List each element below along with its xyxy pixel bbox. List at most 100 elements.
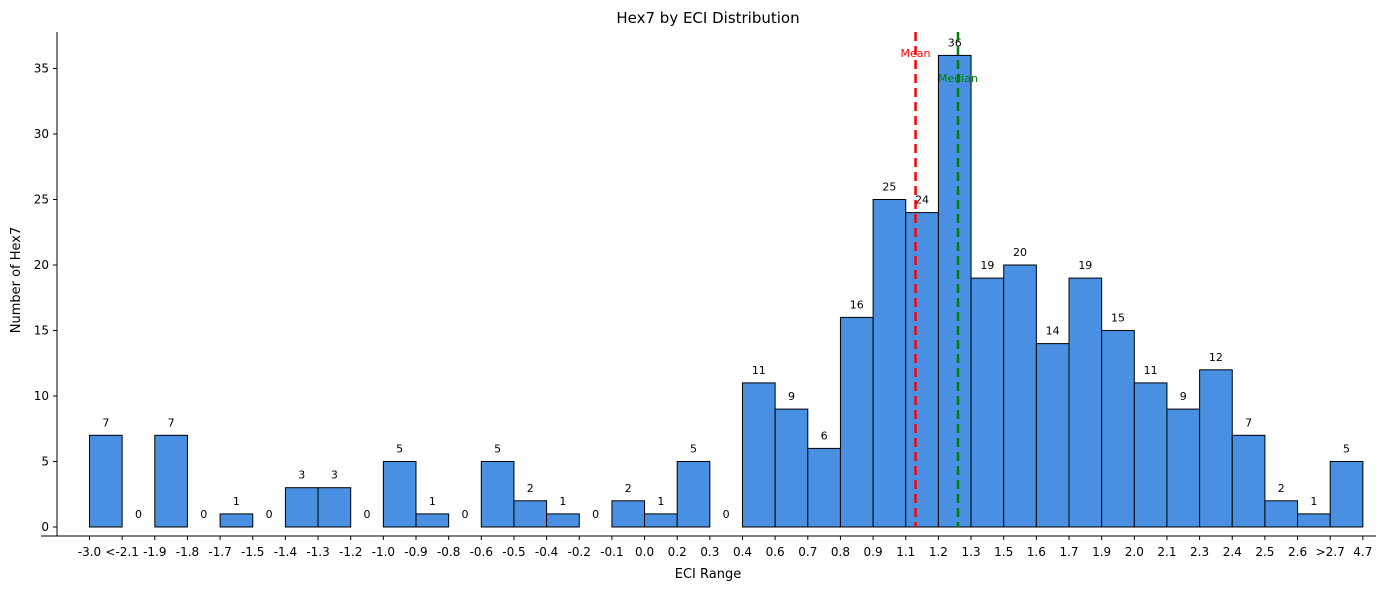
y-tick-label: 30 bbox=[34, 127, 49, 141]
bar bbox=[839, 316, 874, 528]
bar-value-label: 7 bbox=[1245, 416, 1252, 429]
x-tick-label: -1.5 bbox=[241, 545, 264, 559]
x-tick-label: -1.0 bbox=[372, 545, 395, 559]
y-tick-label: 25 bbox=[34, 193, 49, 207]
bar-value-label: 2 bbox=[625, 482, 632, 495]
bar bbox=[480, 461, 515, 528]
bar-value-label: 14 bbox=[1046, 325, 1060, 338]
bar bbox=[89, 434, 123, 528]
bar bbox=[1231, 434, 1266, 528]
bar-value-label: 1 bbox=[233, 495, 240, 508]
bar-value-label: 36 bbox=[948, 36, 962, 49]
x-tick-label: -1.8 bbox=[176, 545, 199, 559]
y-axis-label: Number of Hex7 bbox=[9, 227, 24, 334]
y-ticks-group: 0 5 10 15 20 25 30 35 bbox=[34, 62, 57, 534]
x-tick-label: <-2.1 bbox=[105, 545, 138, 559]
bar bbox=[872, 199, 907, 528]
bar-value-label: 0 bbox=[461, 508, 468, 521]
x-tick-label: -0.8 bbox=[437, 545, 460, 559]
x-tick-label: -1.2 bbox=[339, 545, 362, 559]
y-tick-label: 10 bbox=[34, 389, 49, 403]
bar-value-label: 0 bbox=[135, 508, 142, 521]
bar-value-label: 9 bbox=[788, 390, 795, 403]
reference-lines-group: Mean Median bbox=[901, 32, 978, 527]
mean-label: Mean bbox=[901, 47, 931, 60]
y-tick-label: 5 bbox=[41, 455, 49, 469]
x-tick-label: 2.1 bbox=[1157, 545, 1176, 559]
bar-value-label: 7 bbox=[102, 416, 109, 429]
bar bbox=[1101, 330, 1135, 528]
bar-value-label: 7 bbox=[168, 416, 175, 429]
x-tick-label: >2.7 bbox=[1316, 545, 1345, 559]
bar bbox=[644, 513, 678, 528]
bar-value-label: 9 bbox=[1180, 390, 1187, 403]
x-tick-label: 1.1 bbox=[896, 545, 915, 559]
x-tick-label: 0.7 bbox=[798, 545, 817, 559]
x-tick-label: 1.2 bbox=[929, 545, 948, 559]
y-tick-label: 0 bbox=[41, 520, 49, 534]
median-label: Median bbox=[938, 72, 978, 85]
x-tick-label: -1.7 bbox=[208, 545, 231, 559]
bar bbox=[1166, 408, 1201, 528]
x-tick-label: -0.5 bbox=[502, 545, 525, 559]
y-tick-label: 35 bbox=[34, 62, 49, 76]
bar bbox=[970, 277, 1005, 528]
bar bbox=[611, 500, 646, 528]
bar bbox=[774, 408, 809, 528]
x-tick-label: 2.4 bbox=[1223, 545, 1242, 559]
bar-value-label: 16 bbox=[850, 298, 864, 311]
x-tick-label: -1.3 bbox=[306, 545, 329, 559]
bar bbox=[1068, 277, 1103, 528]
bar bbox=[1035, 343, 1070, 528]
bar-value-label: 3 bbox=[331, 469, 338, 482]
x-tick-label: 0.4 bbox=[733, 545, 752, 559]
x-tick-label: -0.1 bbox=[600, 545, 623, 559]
axes-group bbox=[41, 32, 1376, 537]
x-tick-label: 0.6 bbox=[766, 545, 785, 559]
bar-value-label: 15 bbox=[1111, 312, 1125, 325]
bar-value-label: 19 bbox=[1078, 259, 1092, 272]
x-tick-label: 1.5 bbox=[994, 545, 1013, 559]
x-tick-label: 1.3 bbox=[962, 545, 981, 559]
bar-value-label: 1 bbox=[657, 495, 664, 508]
bar-value-label: 19 bbox=[980, 259, 994, 272]
bar bbox=[382, 461, 417, 528]
bar-value-label: 12 bbox=[1209, 351, 1223, 364]
bar-value-label: 0 bbox=[723, 508, 730, 521]
bar-value-label: 5 bbox=[690, 443, 697, 456]
x-tick-label: 0.0 bbox=[635, 545, 654, 559]
bar bbox=[1133, 382, 1168, 528]
x-tick-label: -0.2 bbox=[568, 545, 591, 559]
bar bbox=[154, 434, 188, 528]
bar bbox=[219, 513, 254, 528]
bars-group bbox=[89, 54, 1364, 528]
bar-value-label: 3 bbox=[298, 469, 305, 482]
x-tick-label: 1.6 bbox=[1027, 545, 1046, 559]
bar-value-label: 0 bbox=[364, 508, 371, 521]
x-axis-label: ECI Range bbox=[675, 567, 741, 582]
x-tick-label: 1.7 bbox=[1059, 545, 1078, 559]
bar-value-label: 20 bbox=[1013, 246, 1027, 259]
bar bbox=[742, 382, 776, 528]
x-tick-label: 2.3 bbox=[1190, 545, 1209, 559]
bar bbox=[905, 212, 939, 528]
bar-value-label: 0 bbox=[200, 508, 207, 521]
bar-value-label: 5 bbox=[494, 443, 501, 456]
bar bbox=[937, 54, 972, 528]
chart-title: Hex7 by ECI Distribution bbox=[616, 9, 799, 27]
bar-value-label: 11 bbox=[752, 364, 766, 377]
bar-value-label: 0 bbox=[266, 508, 273, 521]
bar-value-label: 0 bbox=[592, 508, 599, 521]
bar-value-label: 1 bbox=[1310, 495, 1317, 508]
bar-value-label: 11 bbox=[1144, 364, 1158, 377]
x-tick-label: 0.9 bbox=[864, 545, 883, 559]
x-tick-label: -0.4 bbox=[535, 545, 558, 559]
bar bbox=[1003, 264, 1037, 528]
x-tick-label: -0.9 bbox=[404, 545, 427, 559]
bar-value-label: 6 bbox=[821, 429, 828, 442]
bar-value-label: 24 bbox=[915, 194, 929, 207]
x-ticks-group: -3.0 <-2.1 -1.9 -1.8 -1.7 -1.5 -1.4 -1.3 -1.2 -1.… bbox=[78, 536, 1372, 559]
bar-value-label: 2 bbox=[527, 482, 534, 495]
